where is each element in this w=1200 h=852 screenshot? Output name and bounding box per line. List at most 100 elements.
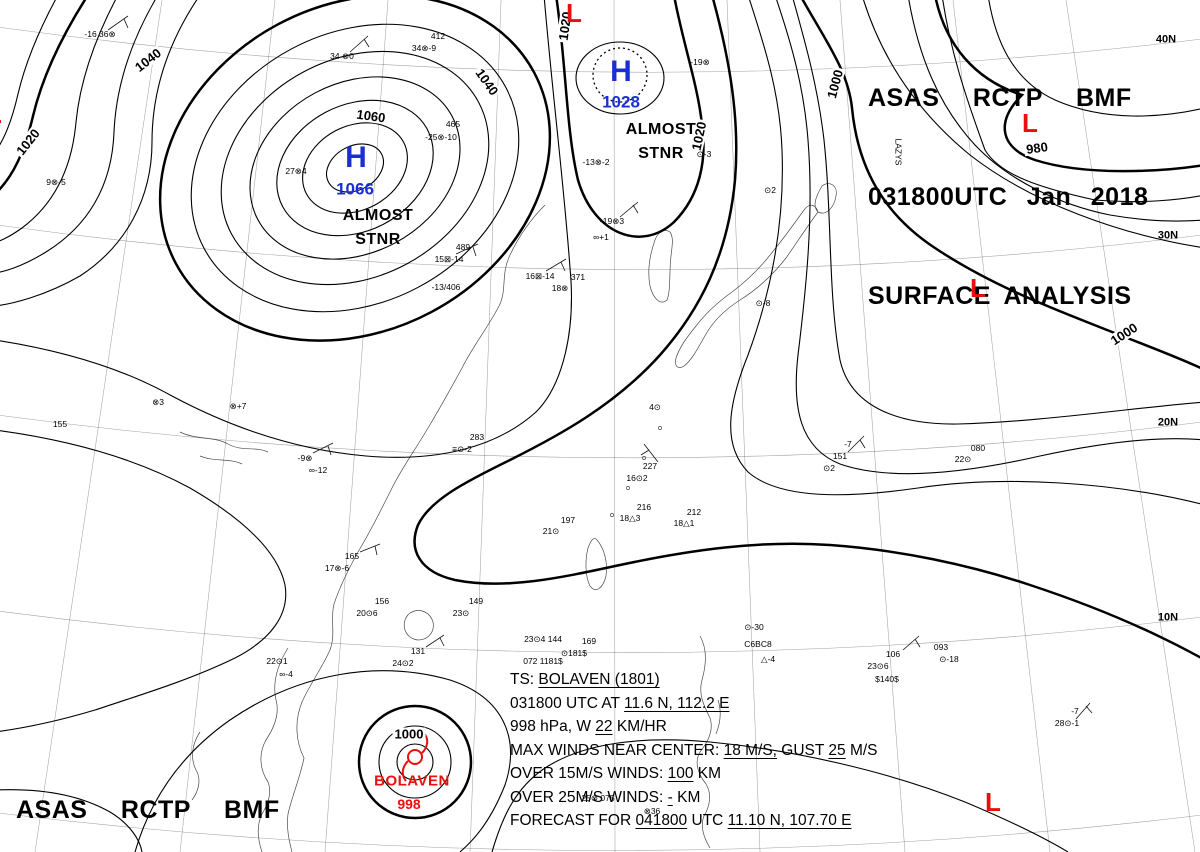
station-plot: 165 bbox=[344, 550, 360, 561]
storm-info-text: M/S bbox=[845, 741, 878, 759]
station-plot: 131 bbox=[410, 645, 426, 656]
chart-title-top-right: ASAS RCTP BMF 031800UTC Jan 2018 SURFACE… bbox=[868, 16, 1148, 379]
isobar bbox=[942, 0, 1200, 203]
station-plot: 21⊙ bbox=[542, 525, 560, 536]
station-plot: 155 bbox=[52, 418, 68, 429]
station-plot: 093 bbox=[933, 641, 949, 652]
storm-info-text: OVER 25M/S WINDS: bbox=[510, 788, 668, 806]
center-movement-note: ALMOST STNR bbox=[342, 207, 414, 248]
storm-info-line: FORECAST FOR 041800 UTC 11.10 N, 107.70 … bbox=[510, 809, 878, 833]
station-plot: 212 bbox=[686, 506, 702, 517]
isobar bbox=[908, 0, 1200, 222]
storm-info-text: KM bbox=[693, 765, 722, 782]
ryukyu-islands bbox=[610, 426, 662, 517]
storm-name-label: BOLAVEN bbox=[374, 772, 450, 790]
station-plot: 17⊗-6 bbox=[324, 562, 350, 573]
storm-info-value: 25 bbox=[828, 741, 846, 759]
station-plot: ⊙-8 bbox=[755, 297, 771, 308]
isobar bbox=[0, 0, 198, 306]
station-plot: -19⊗ bbox=[690, 56, 710, 67]
coastline-japan bbox=[675, 183, 837, 368]
coastline-layer bbox=[179, 183, 837, 852]
storm-info-text: GUST bbox=[777, 741, 829, 759]
station-plot: -7 bbox=[844, 438, 852, 449]
coastline-hainan bbox=[403, 610, 434, 641]
station-plot: 23⊙ bbox=[452, 607, 470, 618]
station-plot: 20⊙6 bbox=[356, 607, 378, 618]
center-pressure-value: 1066 bbox=[336, 179, 374, 199]
station-plot: -16 36⊗ bbox=[84, 28, 116, 39]
station-plot: 28⊙-1 bbox=[1054, 717, 1080, 728]
title-line-product: ASAS RCTP BMF bbox=[16, 796, 280, 824]
chart-title-bottom-left: ASAS RCTP BMF 031800UTC Jan 2018 SURFACE… bbox=[16, 728, 296, 852]
station-plot: 197 bbox=[560, 514, 576, 525]
center-movement-note: ALMOST STNR bbox=[625, 121, 697, 162]
coastline-taiwan bbox=[585, 538, 607, 590]
storm-info-line: OVER 25M/S WINDS: - KM bbox=[510, 786, 878, 810]
high-center-symbol: H bbox=[345, 141, 367, 174]
storm-info-value: 041800 bbox=[635, 812, 688, 829]
storm-info-value: - bbox=[667, 788, 673, 806]
isobar bbox=[988, 0, 1200, 117]
storm-info-text: UTC bbox=[687, 812, 728, 829]
typhoon-bolaven-isobars bbox=[357, 704, 473, 820]
station-plot: C6BC8 bbox=[744, 638, 772, 649]
isobar-980 bbox=[934, 0, 1200, 173]
station-plot: ⊙-30 bbox=[744, 621, 764, 632]
latitude-label: 40N bbox=[1155, 33, 1177, 46]
station-plot: ∞-12 bbox=[308, 464, 328, 475]
storm-info-block: TS: BOLAVEN (1801) 031800 UTC AT 11.6 N, … bbox=[510, 668, 878, 833]
station-plot: -25⊗-10 bbox=[425, 131, 457, 142]
storm-info-text: 031800 UTC AT bbox=[510, 694, 625, 712]
station-plot: -13⊗-2 bbox=[582, 156, 610, 167]
station-plot: ⊗36 bbox=[643, 805, 661, 816]
latitude-label: 20N bbox=[1157, 416, 1179, 429]
storm-info-value: 22 bbox=[595, 718, 613, 735]
isobar-1020-west bbox=[0, 0, 87, 191]
station-plot: -7 bbox=[1071, 705, 1079, 716]
station-plot: 23⊙4 144 bbox=[524, 633, 562, 644]
station-plot: 412 bbox=[430, 30, 446, 41]
station-plot: △-4 bbox=[760, 653, 776, 664]
station-plot: 9⊗-5 bbox=[46, 176, 66, 187]
station-plot: ⊗3 bbox=[152, 396, 164, 407]
coastline-korea bbox=[648, 230, 673, 303]
storm-info-value: BOLAVEN (1801) bbox=[538, 671, 660, 688]
low-center-symbol: L bbox=[566, 0, 582, 28]
station-plot: 149 bbox=[468, 595, 484, 606]
station-plot: ⊗+7 bbox=[229, 400, 247, 411]
isobar bbox=[0, 0, 117, 242]
station-plot: ⊙2 bbox=[764, 184, 776, 195]
station-plot: ⊙2 bbox=[823, 462, 835, 473]
station-plot: 283 bbox=[469, 431, 485, 442]
station-plot: 27⊗4 bbox=[285, 165, 307, 176]
storm-info-value: 11.10 N, 107.70 E bbox=[727, 812, 852, 829]
isobar bbox=[0, 0, 56, 146]
station-plot: 216 bbox=[636, 501, 652, 512]
storm-info-line: OVER 15M/S WINDS: 100 KM bbox=[510, 762, 878, 786]
isobar-1000 bbox=[801, 0, 1200, 370]
high-1066-rings bbox=[158, 0, 552, 342]
storm-info-line: MAX WINDS NEAR CENTER: 18 M/S, GUST 25 M… bbox=[510, 739, 878, 763]
storm-info-text: KM/HR bbox=[612, 718, 667, 735]
storm-info-text: TS: bbox=[510, 671, 539, 688]
station-plot: 080 bbox=[970, 442, 986, 453]
isobar bbox=[0, 430, 287, 732]
storm-info-line: 031800 UTC AT 11.6 N, 112.2 E bbox=[510, 692, 878, 716]
low-center-symbol: L bbox=[1022, 108, 1038, 138]
storm-info-text: KM bbox=[672, 788, 701, 806]
station-plot: 22⊙ bbox=[954, 453, 972, 464]
isobar bbox=[0, 789, 143, 852]
title-line-product: ASAS RCTP BMF bbox=[868, 84, 1132, 112]
station-plot: 25⊗ 075 bbox=[581, 792, 615, 803]
station-plot: 4⊙ bbox=[649, 401, 661, 412]
low-center-symbol: L bbox=[985, 787, 1001, 817]
title-line-datetime: 031800UTC Jan 2018 bbox=[868, 183, 1149, 211]
isobar bbox=[491, 739, 1069, 852]
station-plot: 489 bbox=[455, 241, 471, 252]
low-center-symbol: L bbox=[0, 101, 2, 127]
title-line-type: SURFACE ANALYSIS bbox=[868, 282, 1132, 310]
